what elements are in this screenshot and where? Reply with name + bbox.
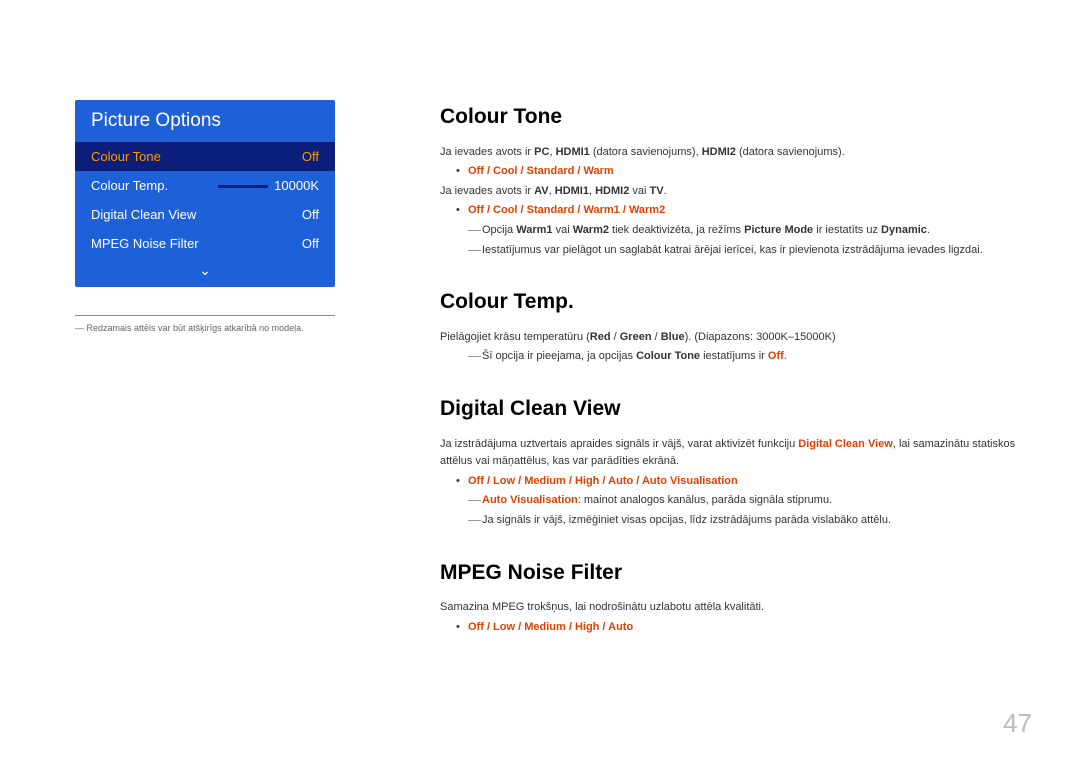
menu-label: Colour Tone <box>91 149 161 164</box>
body-text: Pielāgojiet krāsu temperatūru (Red / Gre… <box>440 329 1020 347</box>
menu-row-colour-tone[interactable]: Colour Tone Off <box>75 142 335 171</box>
option-list: Off / Cool / Standard / Warm1 / Warm2 <box>440 202 1020 220</box>
chevron-down-icon[interactable]: ⌄ <box>75 258 335 287</box>
menu-value: Off <box>302 149 319 164</box>
menu-label: Colour Temp. <box>91 178 168 193</box>
menu-row-colour-temp[interactable]: Colour Temp. 10000K <box>75 171 335 200</box>
temp-bar <box>218 185 268 188</box>
menu-row-mpeg-noise-filter[interactable]: MPEG Noise Filter Off <box>75 229 335 258</box>
page-number: 47 <box>1003 708 1032 739</box>
note-text: Opcija Warm1 vai Warm2 tiek deaktivizēta… <box>440 222 1020 240</box>
heading-colour-temp: Colour Temp. <box>440 285 1020 319</box>
menu-value: 10000K <box>218 178 319 193</box>
menu-title: Picture Options <box>75 100 335 142</box>
menu-label: Digital Clean View <box>91 207 196 222</box>
body-text: Ja ievades avots ir PC, HDMI1 (datora sa… <box>440 144 1020 162</box>
option-list: Off / Cool / Standard / Warm <box>440 163 1020 181</box>
menu-row-digital-clean-view[interactable]: Digital Clean View Off <box>75 200 335 229</box>
body-text: Ja ievades avots ir AV, HDMI1, HDMI2 vai… <box>440 183 1020 201</box>
picture-options-menu: Picture Options Colour Tone Off Colour T… <box>75 100 335 287</box>
option-list: Off / Low / Medium / High / Auto <box>440 619 1020 637</box>
temp-value: 10000K <box>274 178 319 193</box>
note-text: Ja signāls ir vājš, izmēģiniet visas opc… <box>440 512 1020 530</box>
menu-value: Off <box>302 207 319 222</box>
menu-label: MPEG Noise Filter <box>91 236 199 251</box>
option-list: Off / Low / Medium / High / Auto / Auto … <box>440 473 1020 491</box>
menu-value: Off <box>302 236 319 251</box>
heading-mpeg-noise-filter: MPEG Noise Filter <box>440 556 1020 590</box>
footnote-text: Redzamais attēls var būt atšķirīgs atkar… <box>75 322 400 335</box>
heading-digital-clean-view: Digital Clean View <box>440 392 1020 426</box>
note-text: Šī opcija ir pieejama, ja opcijas Colour… <box>440 348 1020 366</box>
body-text: Samazina MPEG trokšņus, lai nodrošinātu … <box>440 599 1020 617</box>
note-text: Auto Visualisation: mainot analogos kanā… <box>440 492 1020 510</box>
note-text: Iestatījumus var pielāgot un saglabāt ka… <box>440 242 1020 260</box>
body-text: Ja izstrādājuma uztvertais apraides sign… <box>440 436 1020 471</box>
footnote-divider <box>75 315 335 316</box>
heading-colour-tone: Colour Tone <box>440 100 1020 134</box>
